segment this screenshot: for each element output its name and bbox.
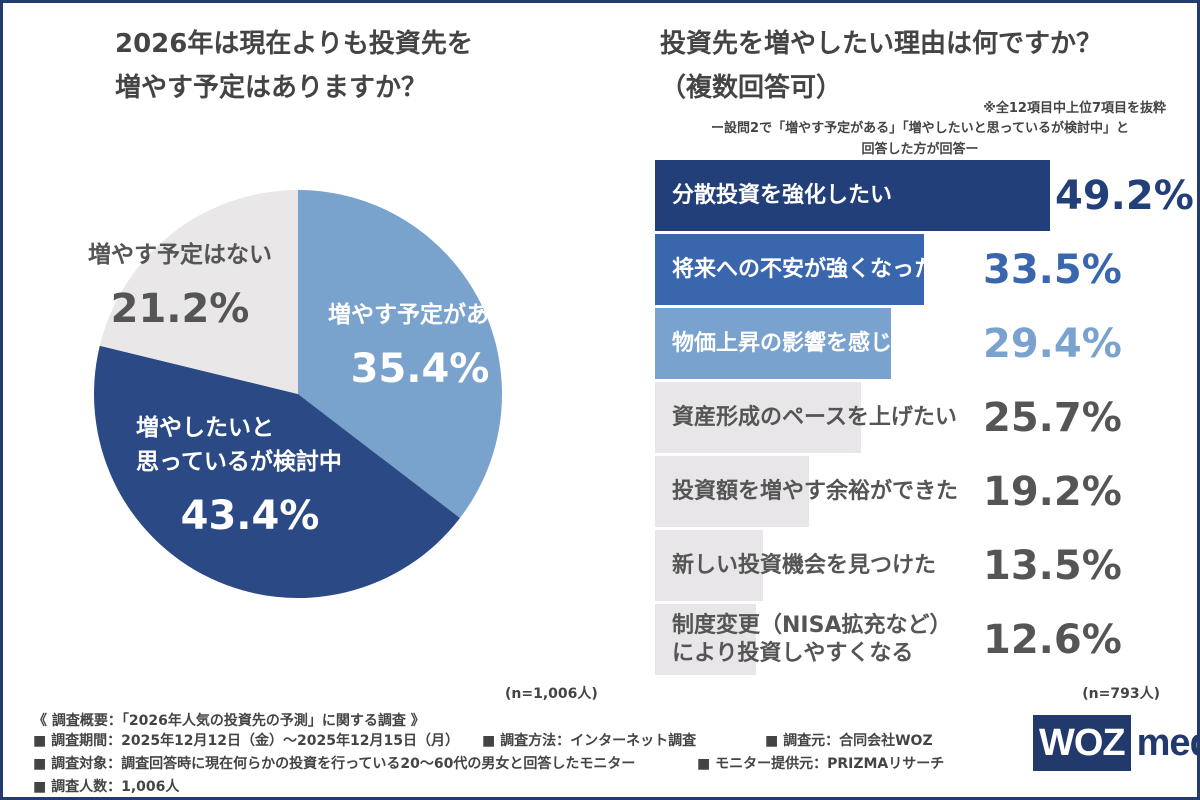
bar-value-2: 33.5%	[983, 246, 1122, 293]
pie-sample-size: (n=1,006人)	[505, 686, 598, 702]
bar-label-4-line-1: 資産形成のペースを上げたい	[672, 404, 957, 430]
pie-chart-title: 2026年は現在よりも投資先を 増やす予定はありますか？	[115, 22, 535, 110]
survey-target: ■ 調査対象：調査回答時に現在何らかの投資を行っている20〜60代の男女と回答し…	[33, 756, 636, 772]
pie-slice-value-1: 35.4%	[351, 346, 490, 392]
bar-label-7: 制度変更（NISA拡充など） により投資しやすくなる	[672, 612, 951, 668]
bar-2	[655, 234, 924, 305]
pie-title-line-2: 増やす予定はありますか？	[115, 73, 428, 103]
bar-label-5: 投資額を増やす余裕ができた	[672, 478, 958, 506]
bar-value-1: 49.2%	[1055, 172, 1194, 219]
bar-value-7: 12.6%	[983, 616, 1122, 663]
bar-1	[655, 160, 1050, 231]
pie-slice-label-2-line-1: 増やしたいと	[136, 414, 274, 441]
bar-title-line-1: 投資先を増やしたい理由は何ですか？	[660, 29, 1103, 59]
bar-label-7-line-2: により投資しやすくなる	[672, 640, 914, 666]
bar-label-3-line-1: 物価上昇の影響を感じた	[672, 330, 915, 356]
bar-chart-title: 投資先を増やしたい理由は何ですか？ （複数回答可）	[660, 22, 1180, 110]
bar-value-4: 25.7%	[983, 394, 1122, 441]
bar-label-5-line-1: 投資額を増やす余裕ができた	[672, 478, 959, 504]
subnote-line-2: 回答した方が回答ー	[861, 142, 979, 157]
bar-label-3: 物価上昇の影響を感じた	[672, 330, 914, 358]
bar-chart-note: ※全12項目中上位7項目を抜粋	[983, 101, 1166, 116]
bar-3	[655, 308, 892, 379]
subnote-line-1: ー設問2で「増やす予定がある」「増やしたいと思っているが検討中」と	[711, 121, 1129, 136]
pie-slice-value-2: 43.4%	[181, 493, 320, 539]
bar-label-7-line-1: 制度変更（NISA拡充など）	[672, 612, 952, 638]
survey-header: 《 調査概要：「2026年人気の投資先の予測」に関する調査 》	[33, 713, 425, 729]
survey-provider: ■ モニター提供元：PRIZMAリサーチ	[697, 756, 945, 772]
bar-label-1-line-1: 分散投資を強化したい	[672, 182, 893, 208]
pie-slice-label-1-line-1: 増やす予定がある	[328, 301, 512, 328]
bar-6	[655, 530, 764, 601]
bar-value-3: 29.4%	[983, 320, 1122, 367]
bar-label-2-line-1: 将来への不安が強くなった	[672, 256, 937, 282]
bar-value-6: 13.5%	[983, 542, 1122, 589]
pie-slice-3	[99, 190, 298, 394]
bar-value-5: 19.2%	[983, 468, 1122, 515]
logo-box-text: WOZ	[1033, 715, 1131, 771]
bar-chart-subnote: ー設問2で「増やす予定がある」「増やしたいと思っているが検討中」と 回答した方が…	[650, 118, 1190, 160]
bar-7	[655, 604, 757, 675]
survey-period: ■ 調査期間：2025年12月12日（金）〜2025年12月15日（月）	[33, 733, 459, 749]
bar-title-line-2: （複数回答可）	[660, 73, 843, 103]
bar-5	[655, 456, 810, 527]
pie-slice-value-3: 21.2%	[111, 286, 250, 332]
woz-media-logo: WOZ media	[1033, 713, 1200, 773]
bar-4	[655, 382, 862, 453]
bar-sample-size: (n=793人)	[1082, 686, 1160, 702]
pie-title-line-1: 2026年は現在よりも投資先を	[115, 29, 473, 59]
survey-count: ■ 調査人数：1,006人	[33, 779, 180, 795]
logo-media-text: media	[1136, 721, 1200, 764]
bar-label-6-line-1: 新しい投資機会を見つけた	[672, 552, 937, 578]
survey-method: ■ 調査方法：インターネット調査	[482, 733, 697, 749]
pie-slice-label-3-line-1: 増やす予定はない	[88, 241, 272, 268]
bar-label-2: 将来への不安が強くなった	[672, 256, 936, 284]
pie-slice-label-2-line-2: 思っているが検討中	[136, 448, 342, 475]
bar-label-4: 資産形成のペースを上げたい	[672, 404, 957, 432]
survey-source: ■ 調査元：合同会社WOZ	[765, 733, 933, 749]
pie-slice-1	[298, 190, 502, 519]
bar-label-6: 新しい投資機会を見つけた	[672, 552, 936, 580]
bar-label-1: 分散投資を強化したい	[672, 182, 892, 210]
pie-slice-2	[94, 345, 460, 598]
